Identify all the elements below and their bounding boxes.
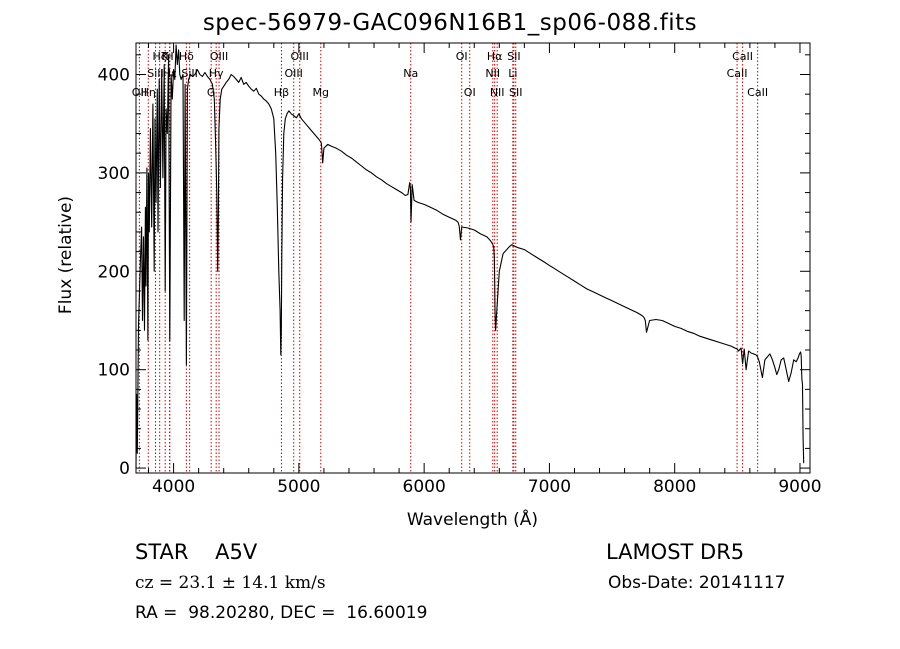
chart-title: spec-56979-GAC096N16B1_sp06-088.fits <box>202 10 698 36</box>
line-marker-label: OIII <box>285 67 303 80</box>
y-tick-label: 0 <box>119 459 130 479</box>
redshift-readout: cz = 23.1 ± 14.1 km/s <box>135 573 326 593</box>
obs-date: Obs-Date: 20141117 <box>608 573 786 593</box>
line-marker-label: NII <box>490 86 505 99</box>
x-axis-label: Wavelength (Å) <box>406 510 539 530</box>
y-tick-label: 100 <box>98 361 130 381</box>
line-marker-label: G <box>207 86 216 99</box>
line-marker-label: Hβ <box>274 86 289 99</box>
y-tick-label: 400 <box>98 65 130 85</box>
line-marker-label: Hζ <box>153 50 167 63</box>
spectrum-line <box>135 44 805 469</box>
line-marker-label: Hε <box>163 67 177 80</box>
line-marker-label: SiII <box>181 67 198 80</box>
line-marker-label: CaII <box>727 67 748 80</box>
axis-ticks: 4000 5000 6000 7000 8000 9000 0 100 200 300 400 <box>98 43 822 497</box>
line-marker-label: H <box>165 50 173 63</box>
line-marker-label: OI <box>464 86 476 99</box>
coordinates-readout: RA = 98.20280, DEC = 16.60019 <box>135 603 428 623</box>
x-tick-label: 9000 <box>778 477 821 497</box>
x-tick-label: 5000 <box>277 477 320 497</box>
line-marker-label: Hη <box>141 86 156 99</box>
line-marker-label: CaII <box>732 50 753 63</box>
object-class: STAR A5V <box>135 540 258 564</box>
line-marker-label: Hδ <box>179 50 194 63</box>
survey-name: LAMOST DR5 <box>606 540 745 564</box>
line-markers <box>138 43 759 473</box>
plot-frame <box>135 42 811 474</box>
x-tick-label: 7000 <box>528 477 571 497</box>
line-marker-label: Hγ <box>209 67 224 80</box>
line-marker-label: SiII <box>147 67 164 80</box>
line-marker-label: K <box>162 50 170 63</box>
line-marker-label: Mg <box>313 86 329 99</box>
line-marker-label: Li <box>508 67 517 80</box>
line-marker-label: OII <box>132 86 147 99</box>
line-marker-label: NII <box>485 67 500 80</box>
line-marker-label: OI <box>456 50 468 63</box>
x-tick-label: 6000 <box>403 477 446 497</box>
y-tick-label: 200 <box>98 262 130 282</box>
y-tick-label: 300 <box>98 164 130 184</box>
line-marker-label: SII <box>507 50 520 63</box>
line-marker-label: SII <box>509 86 522 99</box>
x-tick-label: 8000 <box>653 477 696 497</box>
spectrum-series <box>135 44 805 469</box>
line-marker-label: OIII <box>291 50 309 63</box>
line-marker-label: OIII <box>210 50 228 63</box>
line-marker-label: Na <box>403 67 418 80</box>
line-marker-label: CaII <box>747 86 768 99</box>
line-marker-label: Hα <box>487 50 503 63</box>
x-tick-label: 4000 <box>152 477 195 497</box>
y-axis-label: Flux (relative) <box>56 195 76 315</box>
